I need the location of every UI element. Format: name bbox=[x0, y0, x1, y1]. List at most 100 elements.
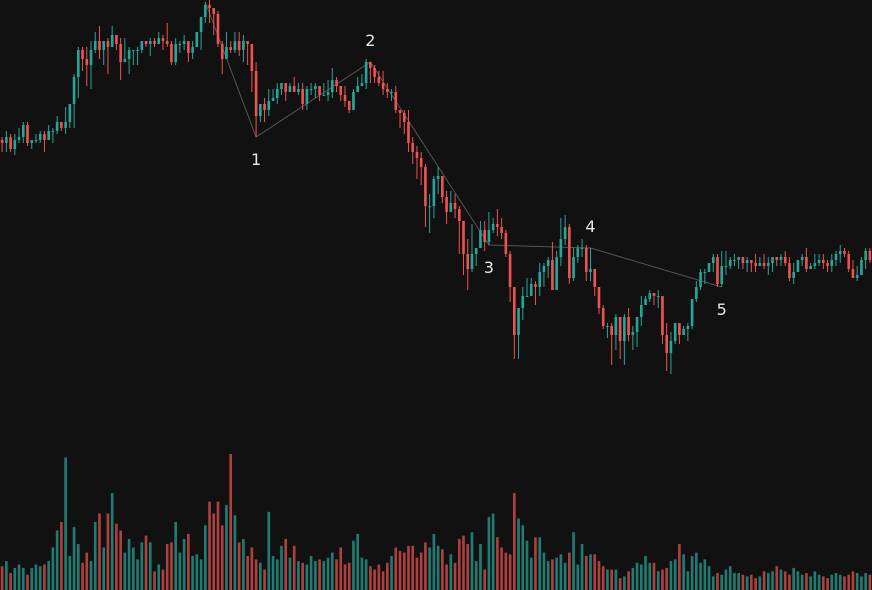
candle-body bbox=[267, 101, 271, 110]
wave-line bbox=[204, 1, 722, 288]
candle bbox=[800, 254, 804, 266]
candle-body bbox=[271, 98, 275, 101]
candle-body bbox=[745, 260, 749, 263]
volume-bar bbox=[119, 530, 122, 590]
volume-bar bbox=[30, 567, 34, 590]
candle-body bbox=[618, 317, 622, 341]
volume-bar bbox=[534, 537, 537, 590]
volume-bar bbox=[517, 518, 520, 590]
volume-bar bbox=[610, 569, 613, 590]
candle bbox=[830, 254, 834, 272]
candle bbox=[652, 293, 656, 305]
candle-body bbox=[195, 32, 199, 47]
candle-body bbox=[38, 134, 42, 140]
candle bbox=[373, 65, 376, 83]
candle bbox=[479, 221, 482, 248]
candle-body bbox=[309, 89, 313, 90]
volume-bar bbox=[55, 530, 59, 590]
volume-bar bbox=[386, 562, 389, 590]
volume-bar bbox=[720, 574, 724, 590]
volume-bar bbox=[360, 557, 364, 590]
volume-bar bbox=[9, 573, 12, 590]
candle bbox=[30, 140, 34, 149]
candle bbox=[758, 257, 762, 266]
volume-bar bbox=[314, 561, 317, 590]
volume-bar bbox=[551, 559, 554, 590]
volume-bar bbox=[292, 545, 296, 590]
candle bbox=[665, 323, 669, 371]
candle bbox=[724, 251, 728, 275]
candle bbox=[855, 266, 859, 281]
candle bbox=[847, 251, 851, 272]
candle-body bbox=[43, 134, 46, 140]
candle-body bbox=[762, 263, 766, 266]
candle bbox=[259, 104, 262, 122]
candle bbox=[568, 224, 571, 284]
candle bbox=[860, 257, 863, 275]
volume-bar bbox=[93, 522, 97, 590]
volume-bar bbox=[851, 571, 855, 590]
candle-body bbox=[436, 176, 440, 179]
candle bbox=[783, 251, 787, 266]
candle bbox=[572, 248, 575, 281]
candle-body bbox=[546, 260, 550, 266]
candle-body bbox=[305, 89, 309, 104]
volume-bar bbox=[711, 576, 715, 590]
volume-bar bbox=[695, 552, 698, 590]
candle bbox=[737, 257, 740, 269]
candle bbox=[330, 68, 334, 98]
volume-bar bbox=[203, 525, 207, 590]
candle bbox=[292, 77, 296, 92]
volume-bar bbox=[275, 559, 279, 590]
candle-body bbox=[483, 230, 486, 242]
volume-bar bbox=[445, 564, 448, 590]
candle bbox=[419, 152, 423, 185]
candle-body bbox=[115, 35, 118, 44]
volume-bar bbox=[335, 559, 338, 590]
volume-bar bbox=[98, 513, 101, 590]
wave-label-2: 2 bbox=[365, 31, 375, 50]
candle-body bbox=[491, 224, 495, 230]
volume-bar bbox=[68, 556, 72, 590]
volume-bar bbox=[411, 545, 415, 590]
volume-bar bbox=[576, 564, 580, 590]
candle-body bbox=[648, 293, 652, 299]
candle-body bbox=[792, 272, 795, 278]
volume-bar bbox=[305, 564, 309, 590]
candle bbox=[38, 131, 42, 143]
volume-bar bbox=[589, 554, 592, 590]
candle bbox=[381, 71, 385, 95]
candle-body bbox=[26, 125, 29, 143]
volume-bar bbox=[187, 533, 190, 590]
volume-bar bbox=[703, 559, 707, 590]
volume-bar bbox=[157, 564, 161, 590]
volume-bar bbox=[301, 562, 304, 590]
volume-bar bbox=[864, 573, 867, 590]
candle bbox=[68, 104, 72, 128]
candle-body bbox=[805, 257, 808, 269]
volume-bar bbox=[652, 562, 656, 590]
candle bbox=[98, 26, 101, 59]
candle bbox=[13, 134, 17, 155]
volume-bar bbox=[855, 573, 859, 590]
candle bbox=[216, 11, 220, 47]
candle-body bbox=[292, 86, 296, 92]
candle bbox=[809, 263, 812, 269]
candle bbox=[407, 110, 410, 152]
wave-label-3: 3 bbox=[484, 258, 494, 277]
candle bbox=[699, 269, 702, 290]
volume-bar bbox=[707, 566, 711, 590]
candle bbox=[775, 257, 779, 266]
candle bbox=[26, 122, 29, 146]
candle bbox=[813, 254, 817, 269]
volume-bar bbox=[754, 578, 757, 590]
candle bbox=[263, 98, 266, 122]
candle-body bbox=[635, 317, 639, 332]
candle-body bbox=[415, 152, 419, 158]
candle-body bbox=[55, 122, 59, 131]
candle bbox=[390, 89, 393, 101]
candle-body bbox=[411, 143, 415, 152]
candle bbox=[136, 47, 139, 65]
volume-bar bbox=[284, 539, 288, 590]
volume-bar bbox=[661, 569, 664, 590]
